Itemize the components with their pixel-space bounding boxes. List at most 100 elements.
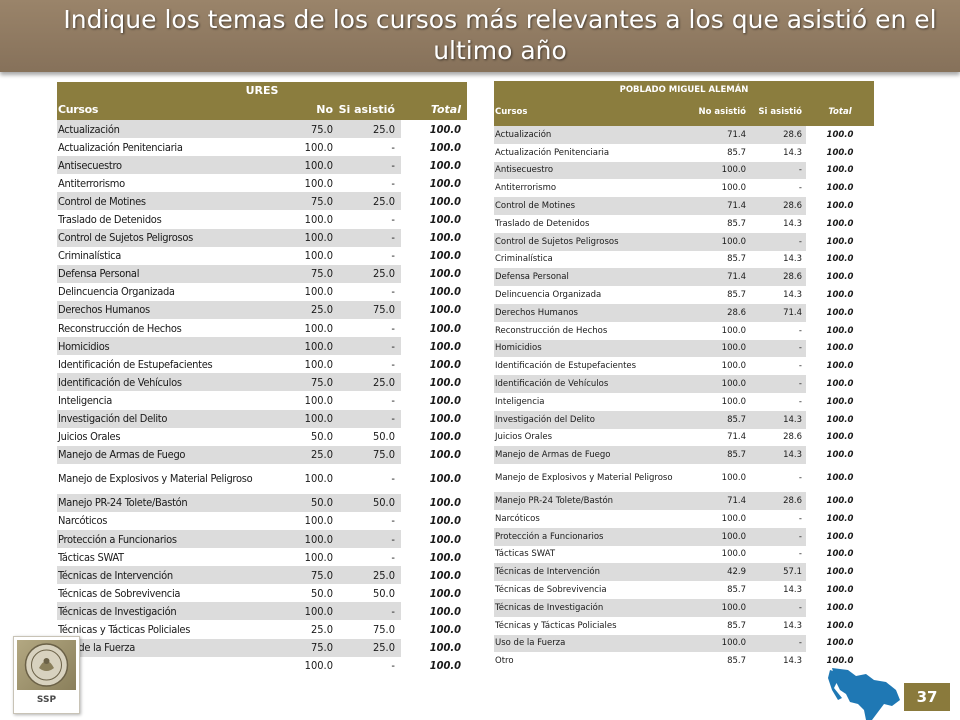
cell-si-asistio: 57.1 — [750, 563, 806, 582]
table-row: Investigación del Delito 85.7 14.3 100.0 — [494, 410, 874, 429]
table-row: Inteligencia 100.0-100.0 — [57, 391, 467, 410]
cell-total: 100.0 — [806, 250, 874, 269]
poblado-table: POBLADO MIGUEL ALEMÁN Cursos No asistió … — [494, 81, 874, 671]
cell-no-asistio: 100.0 — [273, 409, 337, 428]
cell-curso: Técnicas y Tácticas Policiales — [57, 620, 273, 639]
cell-curso: Criminalística — [57, 246, 273, 265]
cell-total: 100.0 — [401, 138, 467, 157]
cell-curso: Antiterrorismo — [494, 179, 694, 198]
table-row: Control de Motines 71.4 28.6 100.0 — [494, 197, 874, 215]
cell-si-asistio: 75.0 — [337, 620, 401, 639]
cell-si-asistio: 50.0 — [337, 493, 401, 512]
cell-si-asistio: - — [337, 210, 401, 229]
cell-curso: Inteligencia — [494, 392, 694, 411]
cell-si-asistio: - — [750, 357, 806, 376]
cell-curso: Otro — [494, 652, 694, 671]
cell-si-asistio: - — [750, 321, 806, 340]
table-row: Criminalística 85.7 14.3 100.0 — [494, 250, 874, 269]
table-row: Técnicas de Sobrevivencia 85.7 14.3 100.0 — [494, 581, 874, 599]
table-row: Reconstrucción de Hechos 100.0-100.0 — [57, 319, 467, 338]
cell-si-asistio: 14.3 — [750, 286, 806, 304]
table-row: Manejo de Armas de Fuego 25.0 75.0 100.0 — [57, 445, 467, 464]
cell-curso: Manejo PR-24 Tolete/Bastón — [57, 493, 273, 512]
cell-total: 100.0 — [401, 264, 467, 283]
cell-curso: Identificación de Estupefacientes — [494, 357, 694, 376]
cell-no-asistio: 100.0 — [273, 391, 337, 410]
ssp-logo: SSP — [13, 636, 80, 714]
table-row: Investigación del Delito 100.0-100.0 — [57, 409, 467, 428]
cell-no-asistio: 100.0 — [694, 375, 750, 393]
cell-curso: Protección a Funcionarios — [494, 527, 694, 546]
cell-no-asistio: 100.0 — [694, 598, 750, 617]
cell-si-asistio: - — [337, 337, 401, 356]
ures-table: URES Cursos No asistió Si asistió Total … — [57, 82, 467, 675]
cell-no-asistio: 85.7 — [694, 652, 750, 671]
table-row: Otro100.0-100.0 — [57, 656, 467, 675]
table-row: Delincuencia Organizada 85.7 14.3 100.0 — [494, 286, 874, 304]
cell-curso: Narcóticos — [57, 511, 273, 530]
title-bar: Indique los temas de los cursos más rele… — [0, 0, 960, 72]
cell-curso: Derechos Humanos — [57, 300, 273, 320]
cell-no-asistio: 71.4 — [694, 197, 750, 215]
cell-curso: Reconstrucción de Hechos — [57, 319, 273, 338]
cell-curso: Técnicas de Intervención — [494, 563, 694, 582]
cell-si-asistio: - — [750, 509, 806, 528]
cell-curso: Juicios Orales — [494, 428, 694, 447]
cell-curso: Técnicas de Sobrevivencia — [494, 581, 694, 599]
cell-no-asistio: 100.0 — [273, 463, 337, 494]
cell-no-asistio: 100.0 — [694, 392, 750, 411]
cell-si-asistio: - — [337, 602, 401, 621]
cell-total: 100.0 — [401, 427, 467, 446]
cell-total: 100.0 — [806, 286, 874, 304]
cell-curso: Actualización — [57, 120, 273, 139]
cell-curso: Técnicas de Investigación — [57, 602, 273, 621]
cell-no-asistio: 75.0 — [273, 264, 337, 283]
cell-total: 100.0 — [401, 337, 467, 356]
cell-total: 100.0 — [401, 493, 467, 512]
cell-si-asistio: 28.6 — [750, 492, 806, 510]
ures-column-headers: Cursos No asistió Si asistió Total — [57, 100, 467, 136]
cell-curso: Delincuencia Organizada — [494, 286, 694, 304]
cell-si-asistio: - — [750, 179, 806, 198]
cell-curso: Identificación de Estupefacientes — [57, 355, 273, 374]
cell-si-asistio: 25.0 — [337, 264, 401, 283]
cell-total: 100.0 — [401, 409, 467, 428]
cell-total: 100.0 — [806, 268, 874, 287]
cell-total: 100.0 — [806, 321, 874, 340]
cell-no-asistio: 100.0 — [694, 321, 750, 340]
cell-curso: Derechos Humanos — [494, 303, 694, 322]
column-header-cursos: Cursos — [58, 103, 99, 116]
cell-total: 100.0 — [806, 652, 874, 671]
cell-total: 100.0 — [401, 620, 467, 639]
cell-curso: Investigación del Delito — [494, 410, 694, 429]
cell-no-asistio: 85.7 — [694, 616, 750, 635]
cell-no-asistio: 100.0 — [273, 246, 337, 265]
cell-si-asistio: - — [337, 174, 401, 193]
cell-no-asistio: 85.7 — [694, 446, 750, 465]
table-row: Reconstrucción de Hechos 100.0-100.0 — [494, 321, 874, 340]
cell-total: 100.0 — [806, 126, 874, 144]
cell-si-asistio: - — [750, 339, 806, 358]
cell-no-asistio: 71.4 — [694, 126, 750, 144]
cell-si-asistio: - — [750, 545, 806, 564]
cell-curso: Homicidios — [57, 337, 273, 356]
cell-no-asistio: 85.7 — [694, 214, 750, 233]
table-row: Juicios Orales 50.0 50.0 100.0 — [57, 427, 467, 446]
table-row: Uso de la Fuerza 75.0 25.0 100.0 — [57, 638, 467, 657]
cell-no-asistio: 28.6 — [694, 303, 750, 322]
cell-total: 100.0 — [401, 355, 467, 374]
cell-curso: Manejo de Explosivos y Material Peligros… — [57, 463, 273, 494]
column-header-total: Total — [828, 107, 852, 117]
table-row: Uso de la Fuerza 100.0-100.0 — [494, 634, 874, 653]
cell-curso: Manejo de Explosivos y Material Peligros… — [494, 464, 694, 493]
cell-total: 100.0 — [401, 548, 467, 567]
cell-curso: Uso de la Fuerza — [57, 638, 273, 657]
table-row: Juicios Orales 71.4 28.6 100.0 — [494, 428, 874, 447]
table-row: Identificación de Vehículos 75.0 25.0 100.0 — [57, 373, 467, 392]
cell-total: 100.0 — [401, 300, 467, 320]
table-row: Técnicas de Investigación 100.0-100.0 — [494, 598, 874, 617]
cell-si-asistio: 25.0 — [337, 638, 401, 657]
cell-curso: Control de Sujetos Peligrosos — [57, 228, 273, 247]
cell-total: 100.0 — [806, 616, 874, 635]
cell-curso: Técnicas y Tácticas Policiales — [494, 616, 694, 635]
